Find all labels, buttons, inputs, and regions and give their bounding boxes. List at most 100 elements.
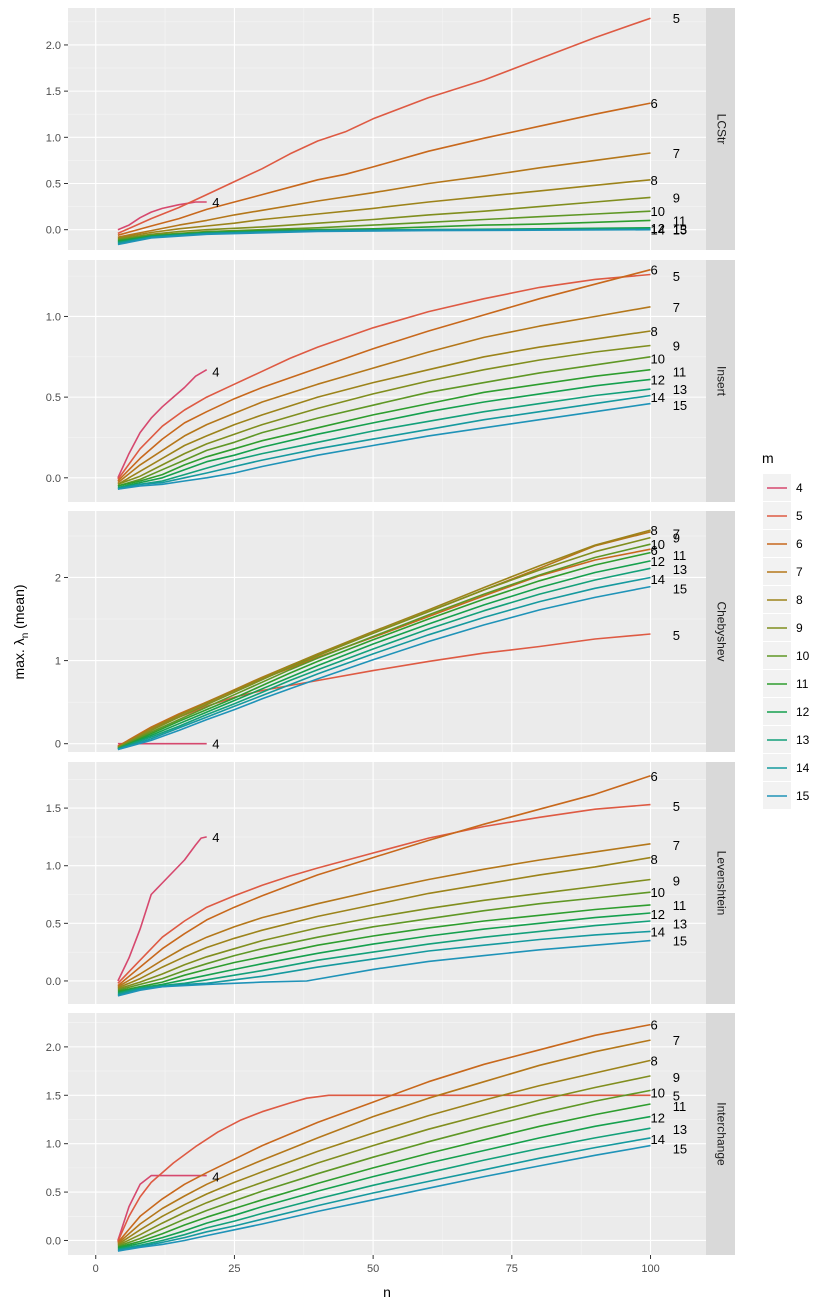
series-line-m8 [117, 1059, 651, 1246]
series-line-m7 [117, 306, 651, 484]
series-line-m10 [117, 1089, 651, 1248]
series-end-label-m14: 14 [651, 1132, 665, 1147]
series-line-m13 [117, 920, 651, 995]
legend-label-m7: 7 [796, 565, 803, 579]
series-line-m5 [117, 17, 651, 235]
series-line-m6 [117, 1023, 651, 1243]
facet-strip-label: Insert [714, 366, 728, 397]
series-end-label-m12: 12 [651, 554, 665, 569]
series-end-label-m7: 7 [673, 526, 680, 541]
series-end-label-m10: 10 [651, 204, 665, 219]
series-end-label-m9: 9 [673, 874, 680, 889]
series-line-m8 [117, 330, 651, 485]
series-line-m9 [117, 1075, 651, 1247]
legend-label-m13: 13 [796, 733, 810, 747]
y-tick-label: 0.0 [46, 473, 61, 485]
series-end-label-m5: 5 [673, 1088, 680, 1103]
series-line-m4 [117, 1174, 207, 1241]
series-group [117, 268, 651, 490]
facet-strip [706, 1013, 735, 1255]
x-tick-label: 75 [506, 1263, 518, 1275]
series-end-label-m11: 11 [673, 213, 687, 228]
panel-background [68, 762, 706, 1004]
series-line-m15 [117, 939, 651, 997]
series-end-label-m13: 13 [673, 562, 687, 577]
series-line-m10 [117, 210, 651, 241]
series-end-label-m8: 8 [651, 173, 658, 188]
series-end-label-m9: 9 [673, 339, 680, 354]
y-tick-label: 1.0 [46, 311, 61, 323]
series-line-m6 [117, 268, 651, 482]
series-line-m10 [117, 543, 651, 749]
series-end-label-m4: 4 [212, 364, 219, 379]
series-end-label-m6: 6 [651, 769, 658, 784]
y-axis-title-subscript: n [20, 633, 31, 639]
facet-strip [706, 8, 735, 250]
legend-label-m8: 8 [796, 593, 803, 607]
legend-label-m9: 9 [796, 621, 803, 635]
series-line-m9 [117, 536, 651, 749]
y-tick-label: 0 [55, 739, 61, 751]
series-group [117, 529, 651, 751]
facet-panel-levenshtein: 0.0 0.5 1.0 1.5 Levenshtein 4 56 789 10 11 12 13 14 1… [46, 762, 735, 1004]
series-line-m15 [117, 402, 651, 490]
series-line-m5 [117, 1094, 651, 1242]
series-end-label-m14: 14 [651, 223, 665, 238]
series-end-label-m5: 5 [673, 628, 680, 643]
series-end-label-m15: 15 [673, 223, 687, 238]
series-line-m12 [117, 560, 651, 750]
series-end-label-m5: 5 [673, 11, 680, 26]
legend-label-m5: 5 [796, 509, 803, 523]
series-end-label-m10: 10 [651, 537, 665, 552]
facet-strip [706, 762, 735, 1004]
series-end-label-m13: 13 [673, 1122, 687, 1137]
series-end-label-m4: 4 [212, 1170, 219, 1185]
series-end-label-m9: 9 [673, 531, 680, 546]
series-end-label-m6: 6 [651, 263, 658, 278]
legend-label-m14: 14 [796, 761, 810, 775]
y-tick-label: 2.0 [46, 40, 61, 52]
legend: m 4 5 6 7 8 9 10 11 12 13 14 15 [762, 450, 810, 809]
legend-label-m6: 6 [796, 537, 803, 551]
series-end-label-m14: 14 [651, 390, 665, 405]
series-end-label-m4: 4 [212, 830, 219, 845]
series-end-label-m11: 11 [673, 364, 687, 379]
legend-label-m12: 12 [796, 705, 810, 719]
series-end-label-m12: 12 [651, 1111, 665, 1126]
series-end-label-m7: 7 [673, 146, 680, 161]
y-axis-title-suffix: (mean) [11, 584, 27, 632]
series-line-m4 [117, 836, 207, 982]
series-end-label-m6: 6 [651, 543, 658, 558]
series-end-label-m7: 7 [673, 300, 680, 315]
x-tick-label: 50 [367, 1263, 379, 1275]
series-end-label-m13: 13 [673, 916, 687, 931]
y-tick-label: 1.0 [46, 861, 61, 873]
x-tick-label: 100 [641, 1263, 659, 1275]
y-tick-label: 0.0 [46, 1235, 61, 1247]
panel-background [68, 260, 706, 502]
facet-strip [706, 511, 735, 752]
series-line-m11 [117, 368, 651, 487]
facet-strip-label: Levenshtein [714, 851, 728, 916]
series-end-label-m4: 4 [212, 195, 219, 210]
facet-strip-label: LCStr [714, 114, 728, 145]
y-tick-label: 1.5 [46, 1090, 61, 1102]
series-end-label-m6: 6 [651, 1018, 658, 1033]
series-group [117, 17, 651, 246]
series-line-m14 [117, 576, 651, 751]
series-line-m13 [117, 388, 651, 489]
series-line-m7 [117, 1039, 651, 1245]
x-axis: 0 25 50 75 100 [93, 1255, 660, 1275]
series-end-label-m10: 10 [651, 885, 665, 900]
facet-strip-label: Interchange [714, 1102, 728, 1166]
facet-strip-label: Chebyshev [714, 601, 728, 661]
series-end-label-m4: 4 [212, 737, 219, 752]
x-tick-label: 25 [228, 1263, 240, 1275]
series-line-m6 [117, 775, 651, 987]
y-tick-label: 2.0 [46, 1042, 61, 1054]
